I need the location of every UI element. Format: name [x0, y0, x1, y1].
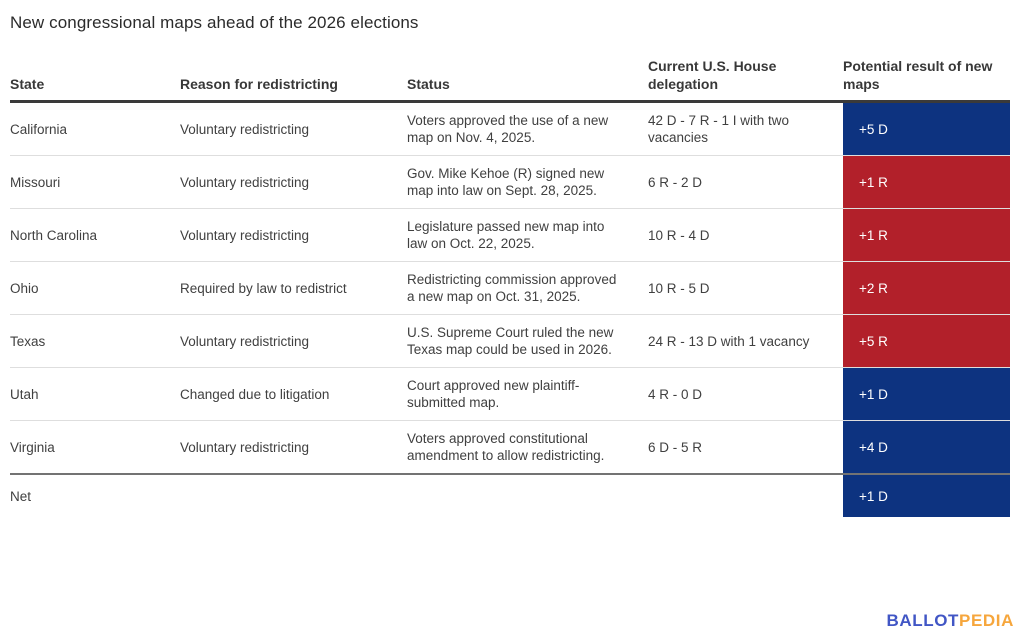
column-header-status: Status — [407, 76, 450, 92]
result-cell: +5 D — [843, 103, 1010, 155]
reason-cell: Changed due to litigation — [180, 386, 330, 402]
reason-cell: Voluntary redistricting — [180, 439, 310, 455]
table-body: California Voluntary redistricting Voters … — [10, 103, 1010, 473]
table-row: Utah Changed due to litigation Court appro… — [10, 368, 1010, 421]
status-cell: Redistricting commission approved a new … — [407, 272, 617, 304]
logo-text-pedia: PEDIA — [959, 611, 1014, 630]
column-header-state: State — [10, 76, 45, 92]
table-row: Missouri Voluntary redistricting Gov. Mike… — [10, 156, 1010, 209]
delegation-cell: 42 D - 7 R - 1 I with two vacancies — [648, 113, 790, 145]
logo-text-ballot: BALLOT — [886, 611, 960, 630]
state-cell: Ohio — [10, 280, 39, 296]
delegation-cell: 6 R - 2 D — [648, 174, 703, 190]
result-cell: +2 R — [843, 262, 1010, 314]
delegation-cell: 4 R - 0 D — [648, 386, 703, 402]
result-cell: +5 R — [843, 315, 1010, 367]
redistricting-table: State Reason for redistricting Status Cu… — [10, 57, 1010, 517]
delegation-cell: 24 R - 13 D with 1 vacancy — [648, 333, 810, 349]
reason-cell: Required by law to redistrict — [180, 280, 347, 296]
table-header-row: State Reason for redistricting Status Cu… — [10, 57, 1010, 103]
ballotpedia-logo: BALLOTPEDIA — [887, 611, 1015, 630]
state-cell: Utah — [10, 386, 39, 402]
net-result-cell: +1 D — [843, 475, 1010, 517]
reason-cell: Voluntary redistricting — [180, 333, 310, 349]
status-cell: Gov. Mike Kehoe (R) signed new map into … — [407, 166, 605, 198]
result-cell: +1 R — [843, 209, 1010, 261]
state-cell: California — [10, 121, 68, 137]
reason-cell: Voluntary redistricting — [180, 227, 310, 243]
table-row: Texas Voluntary redistricting U.S. Supreme… — [10, 315, 1010, 368]
delegation-cell: 6 D - 5 R — [648, 439, 703, 455]
net-empty-reason — [180, 487, 407, 505]
state-cell: Texas — [10, 333, 46, 349]
result-cell: +1 R — [843, 156, 1010, 208]
status-cell: Court approved new plaintiff-submitted m… — [407, 378, 580, 410]
table-row: Virginia Voluntary redistricting Voters ap… — [10, 421, 1010, 473]
column-header-reason: Reason for redistricting — [180, 76, 338, 92]
table-row: Ohio Required by law to redistrict Redistr… — [10, 262, 1010, 315]
result-cell: +1 D — [843, 368, 1010, 420]
delegation-cell: 10 R - 4 D — [648, 227, 710, 243]
status-cell: Legislature passed new map into law on O… — [407, 219, 605, 251]
footer: BALLOTPEDIA — [887, 611, 1015, 631]
state-cell: Missouri — [10, 174, 61, 190]
status-cell: U.S. Supreme Court ruled the new Texas m… — [407, 325, 614, 357]
table-row: North Carolina Voluntary redistricting Leg… — [10, 209, 1010, 262]
reason-cell: Voluntary redistricting — [180, 121, 310, 137]
state-cell: North Carolina — [10, 227, 98, 243]
table-row: California Voluntary redistricting Voters … — [10, 103, 1010, 156]
status-cell: Voters approved constitutional amendment… — [407, 431, 605, 463]
page-title: New congressional maps ahead of the 2026… — [10, 13, 419, 32]
net-empty-delegation — [648, 487, 843, 505]
result-cell: +4 D — [843, 421, 1010, 473]
reason-cell: Voluntary redistricting — [180, 174, 310, 190]
status-cell: Voters approved the use of a new map on … — [407, 113, 609, 145]
net-row: Net +1 D — [10, 473, 1010, 517]
delegation-cell: 10 R - 5 D — [648, 280, 710, 296]
column-header-delegation: Current U.S. House delegation — [648, 58, 777, 92]
net-label: Net — [10, 488, 32, 504]
column-header-result: Potential result of new maps — [843, 58, 993, 92]
net-empty-status — [407, 487, 648, 505]
state-cell: Virginia — [10, 439, 55, 455]
